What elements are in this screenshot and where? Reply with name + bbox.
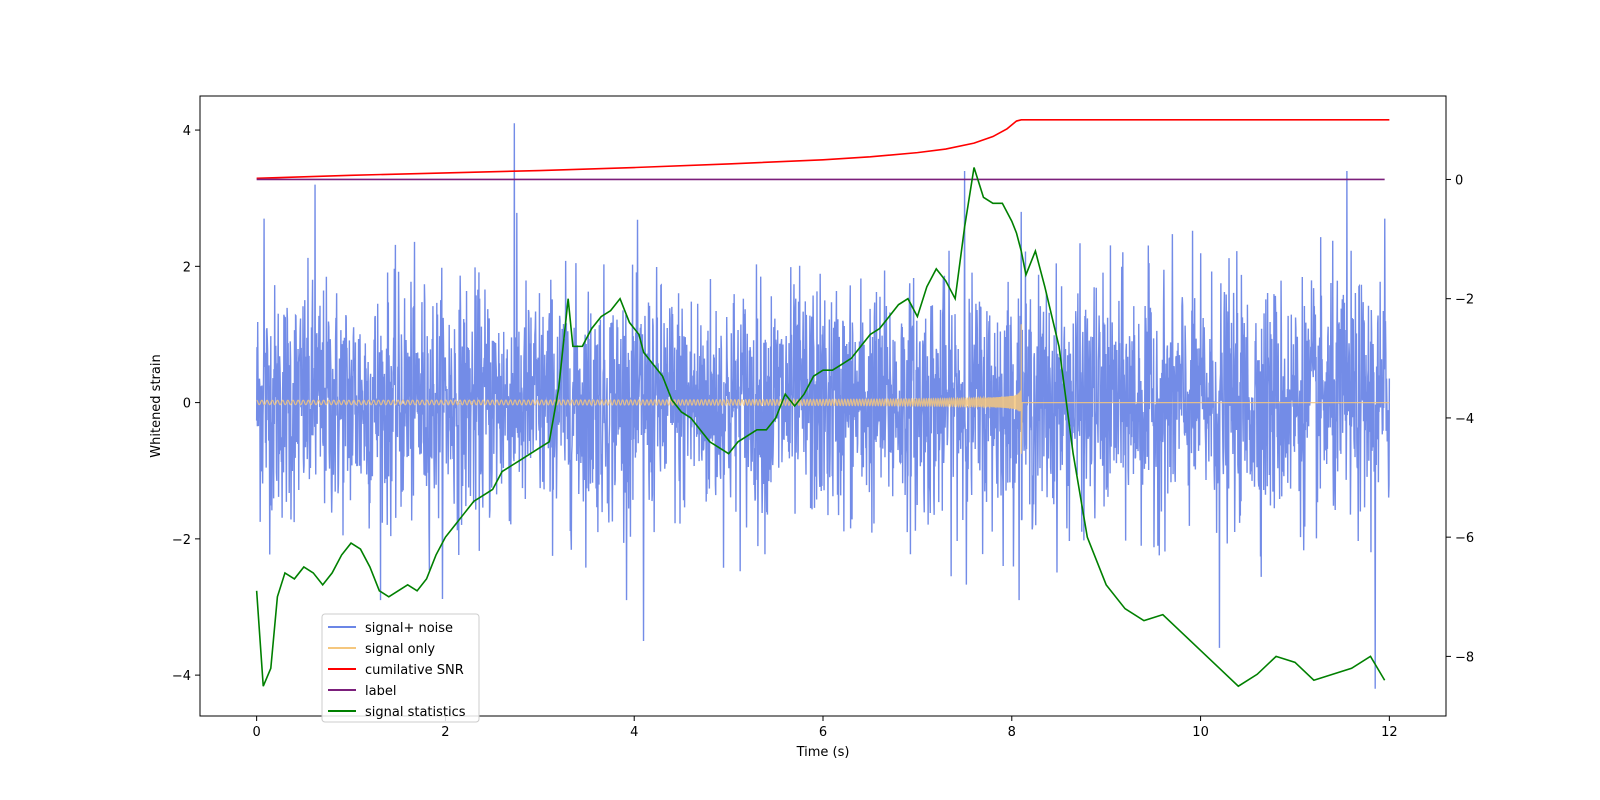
- y2-tick-label: −8: [1455, 650, 1474, 665]
- y2-tick-label: −2: [1455, 293, 1474, 308]
- x-tick-label: 2: [441, 725, 449, 740]
- legend-label: signal statistics: [365, 705, 466, 720]
- y-tick-label: 2: [183, 260, 191, 275]
- y-axis-label: Whitened strain: [149, 354, 164, 457]
- legend-label: signal only: [365, 642, 435, 657]
- legend-box: [321, 613, 480, 723]
- legend-label: label: [365, 684, 396, 699]
- series-line-signal-statistics: [255, 167, 1386, 688]
- series-layer: [255, 119, 1391, 689]
- series-line-signal-noise: [255, 123, 1391, 689]
- y-axis-right: −8 −6 −4 −2 0: [1446, 173, 1474, 665]
- series-line-cumilative-snr: [256, 119, 1390, 180]
- legend-label: cumilative SNR: [365, 663, 464, 678]
- x-tick-label: 12: [1381, 725, 1398, 740]
- x-tick-label: 4: [630, 725, 638, 740]
- y2-tick-label: 0: [1455, 173, 1463, 188]
- x-axis-label: Time (s): [796, 745, 850, 760]
- series-line-signal-only: [256, 324, 1390, 454]
- legend: signal+ noise signal only cumilative SNR la…: [321, 613, 480, 723]
- y2-tick-label: −6: [1455, 531, 1474, 546]
- legend-label: signal+ noise: [365, 621, 453, 636]
- x-tick-label: 10: [1192, 725, 1209, 740]
- y-tick-label: 0: [183, 397, 191, 412]
- y-axis-left: −4 −2 0 2 4: [172, 124, 200, 684]
- x-tick-label: 0: [252, 725, 260, 740]
- y-tick-label: −2: [172, 533, 191, 548]
- y2-tick-label: −4: [1455, 412, 1474, 427]
- x-tick-label: 8: [1008, 725, 1016, 740]
- x-tick-label: 6: [819, 725, 827, 740]
- y-tick-label: 4: [183, 124, 191, 139]
- y-tick-label: −4: [172, 669, 191, 684]
